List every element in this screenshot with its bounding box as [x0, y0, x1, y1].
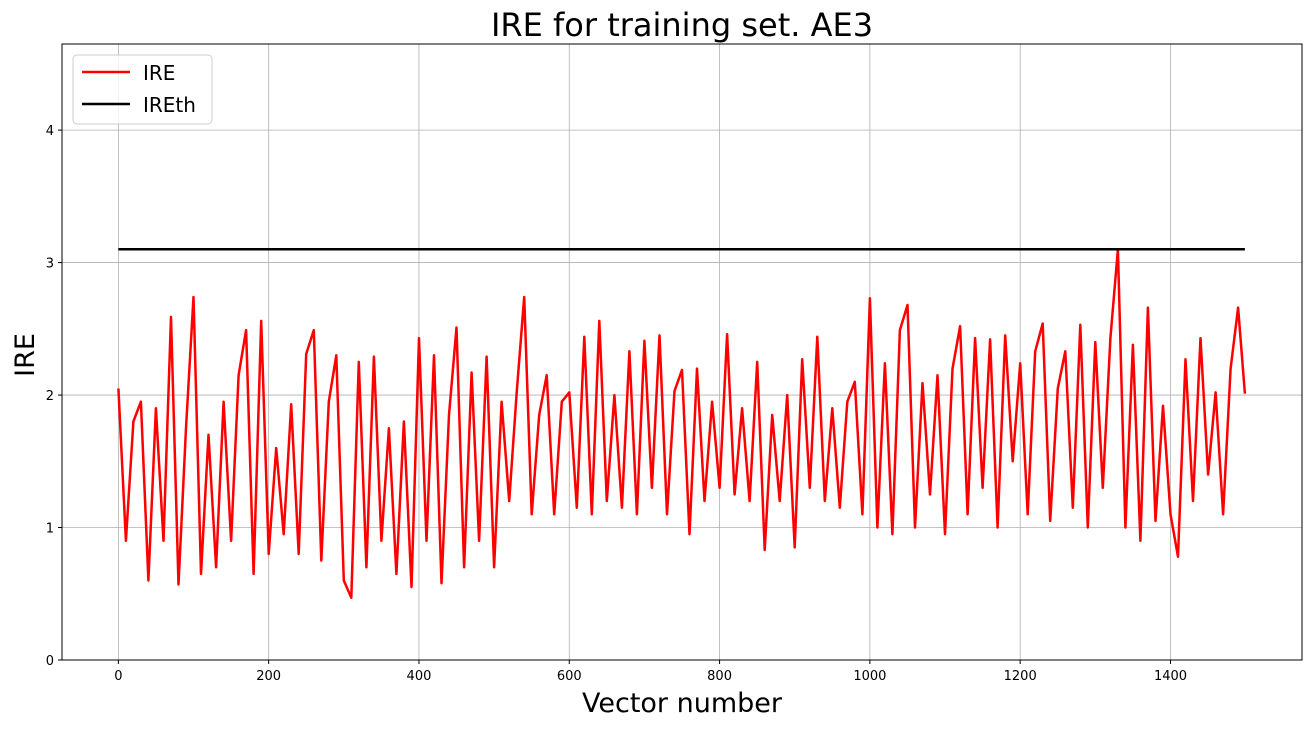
y-tick-label: 2 — [46, 389, 54, 404]
y-tick-label: 3 — [46, 257, 54, 272]
x-tick-label: 1000 — [853, 669, 886, 684]
plot-frame — [61, 43, 1303, 661]
y-tick-label: 1 — [46, 522, 54, 537]
x-tick-label: 0 — [114, 669, 122, 684]
x-tick-label: 200 — [256, 669, 281, 684]
legend-label-ireth: IREth — [143, 93, 196, 117]
y-tick-label: 0 — [46, 654, 54, 669]
series-lines — [117, 248, 1247, 599]
x-axis-label: Vector number — [582, 688, 783, 719]
x-axis: 0 200 400 600 800 1000 1200 1400 — [114, 660, 1187, 684]
legend-label-ire: IRE — [143, 61, 175, 85]
y-axis-label: IRE — [10, 333, 41, 377]
x-tick-label: 800 — [707, 669, 732, 684]
series-line-ire — [117, 248, 1247, 599]
x-tick-label: 400 — [407, 669, 432, 684]
x-tick-label: 1200 — [1004, 669, 1037, 684]
x-tick-label: 1400 — [1154, 669, 1187, 684]
x-tick-label: 600 — [557, 669, 582, 684]
y-tick-label: 4 — [46, 124, 54, 139]
chart-title: IRE for training set. AE3 — [491, 6, 873, 44]
legend: IRE IREth — [72, 54, 213, 125]
y-axis: 0 1 2 3 4 — [46, 124, 62, 669]
